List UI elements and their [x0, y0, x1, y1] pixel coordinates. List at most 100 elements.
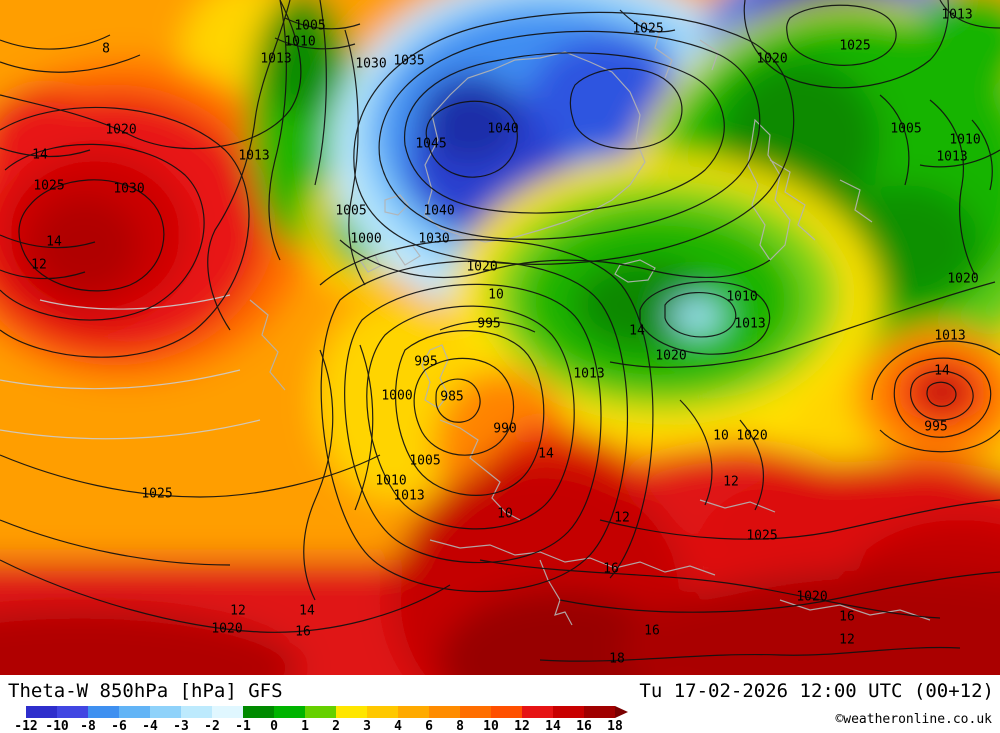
legend-segment [429, 706, 460, 718]
contour-label: 18 [609, 651, 625, 667]
legend-segment [212, 706, 243, 718]
contour-label: 12 [614, 510, 630, 526]
contour-label: 1025 [33, 178, 65, 194]
map-labels: 1005 1010 1013 1030 1035 1025 1020 1025 1013 8 102… [31, 7, 981, 667]
contour-label: 14 [299, 603, 315, 619]
contour-label: 1010 [375, 473, 407, 489]
contour-label: 1000 [350, 231, 382, 247]
contour-label: 1013 [941, 7, 973, 23]
contour-label: 16 [644, 623, 660, 639]
legend-tick: -8 [80, 719, 96, 733]
contour-label: 1020 [736, 428, 768, 444]
contour-label: 1013 [573, 366, 605, 382]
legend-tick: 8 [456, 719, 464, 733]
contour-label: 10 [488, 287, 504, 303]
legend-segment [553, 706, 584, 718]
contour-label: 16 [295, 624, 311, 640]
contour-label: 1030 [418, 231, 450, 247]
contour-label: 995 [924, 419, 948, 435]
contour-label: 1030 [113, 181, 145, 197]
contour-label: 1005 [335, 203, 367, 219]
contour-label: 1025 [746, 528, 778, 544]
legend-segment [181, 706, 212, 718]
contour-label: 1005 [890, 121, 922, 137]
info-bar: Theta-W 850hPa [hPa] GFS Tu 17-02-2026 1… [0, 675, 1000, 733]
contour-label: 16 [839, 609, 855, 625]
contour-label: 995 [414, 354, 438, 370]
legend-tick: -10 [45, 719, 69, 733]
legend-segment [584, 706, 615, 718]
contour-label: 1000 [381, 388, 413, 404]
contour-label: 1025 [839, 38, 871, 54]
legend-tick: 1 [301, 719, 309, 733]
legend-segment [57, 706, 88, 718]
contour-label: 1020 [655, 348, 687, 364]
contour-label: 14 [32, 147, 48, 163]
contour-label: 1020 [756, 51, 788, 67]
weather-map: 1005 1010 1013 1030 1035 1025 1020 1025 1013 8 102… [0, 0, 1000, 675]
contour-label: 1045 [415, 136, 447, 152]
contour-label: 1020 [947, 271, 979, 287]
contour-label: 1010 [949, 132, 981, 148]
legend-segment [367, 706, 398, 718]
legend-tick: -12 [14, 719, 38, 733]
contour-label: 16 [603, 561, 619, 577]
contour-label: 1013 [734, 316, 766, 332]
contour-label: 1013 [238, 148, 270, 164]
contour-label: 1005 [294, 18, 326, 34]
legend-tick: -6 [111, 719, 127, 733]
contour-label: 1013 [393, 488, 425, 504]
legend-tick: -4 [142, 719, 158, 733]
legend-tick: -2 [204, 719, 220, 733]
isobar-contours [0, 0, 1000, 662]
contour-label: 10 [713, 428, 729, 444]
contour-label: 14 [538, 446, 554, 462]
contour-label: 990 [493, 421, 517, 437]
contour-label: 1025 [632, 21, 664, 37]
contour-label: 1010 [726, 289, 758, 305]
legend-tick: 3 [363, 719, 371, 733]
contour-label: 14 [46, 234, 62, 250]
legend-tick: 10 [483, 719, 499, 733]
contour-label: 1035 [393, 53, 425, 69]
contour-label: 1020 [796, 589, 828, 605]
valid-time: Tu 17-02-2026 12:00 UTC (00+12) [639, 680, 994, 702]
contour-label: 12 [723, 474, 739, 490]
legend-segment [305, 706, 336, 718]
contour-label: 1030 [355, 56, 387, 72]
contour-label: 995 [477, 316, 501, 332]
contour-label: 12 [839, 632, 855, 648]
legend-tick: 2 [332, 719, 340, 733]
contour-label: 1020 [466, 259, 498, 275]
contour-label: 1025 [141, 486, 173, 502]
legend-segment [150, 706, 181, 718]
map-title: Theta-W 850hPa [hPa] GFS [8, 680, 283, 702]
legend-segment [336, 706, 367, 718]
legend-segment [119, 706, 150, 718]
legend-strip [26, 706, 666, 718]
contour-label: 1013 [260, 51, 292, 67]
legend-segment [522, 706, 553, 718]
legend-segment [491, 706, 522, 718]
contour-label: 1040 [487, 121, 519, 137]
legend-tick: 16 [576, 719, 592, 733]
contour-label: 1010 [284, 34, 316, 50]
map-canvas [0, 0, 1000, 675]
contour-label: 1013 [936, 149, 968, 165]
legend-tick: -3 [173, 719, 189, 733]
contour-label: 1005 [409, 453, 441, 469]
legend-segment [26, 706, 57, 718]
contour-label: 14 [629, 323, 645, 339]
legend-segment [274, 706, 305, 718]
legend-arrow [615, 706, 628, 718]
color-scale-legend: -12 -10 -8 -6 -4 -3 -2 -1 0 1 2 3 4 6 8 10 12 14 16 18 [14, 706, 666, 733]
legend-segment [88, 706, 119, 718]
contour-label: 10 [497, 506, 513, 522]
legend-tick: -1 [235, 719, 251, 733]
legend-tick: 12 [514, 719, 530, 733]
legend-segment [243, 706, 274, 718]
legend-tick: 6 [425, 719, 433, 733]
copyright: ©weatheronline.co.uk [835, 712, 992, 727]
legend-tick: 18 [607, 719, 623, 733]
contour-label: 8 [102, 41, 110, 57]
